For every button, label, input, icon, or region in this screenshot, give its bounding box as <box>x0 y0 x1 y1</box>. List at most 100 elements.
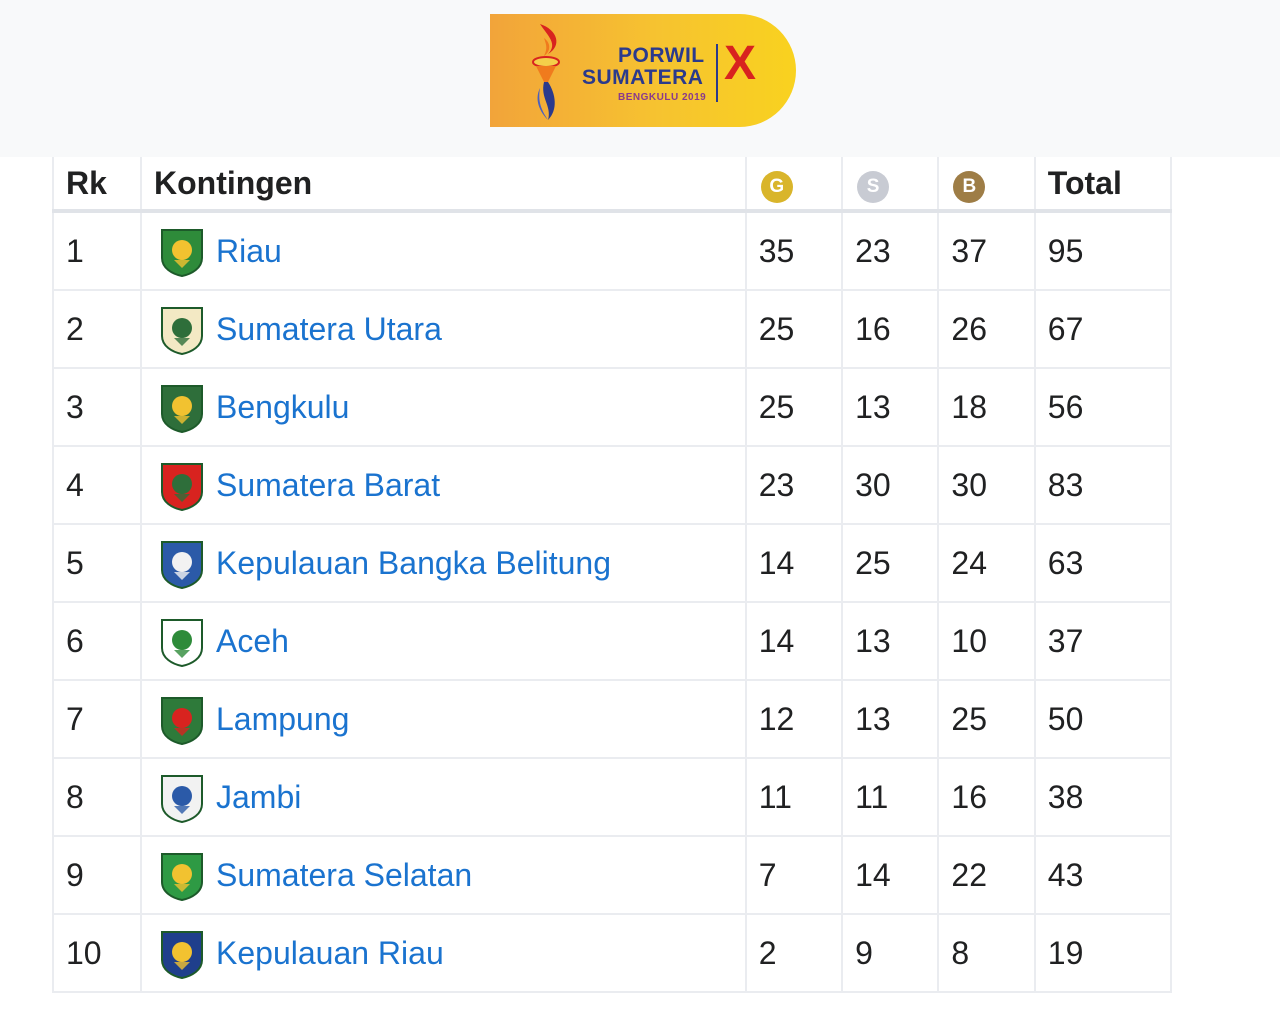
team-link[interactable]: Jambi <box>216 778 302 815</box>
team-cell-content: Sumatera Utara <box>142 302 745 356</box>
header-bronze[interactable]: B <box>937 157 1036 213</box>
total-count: 38 <box>1033 757 1173 837</box>
total-count: 50 <box>1033 679 1173 759</box>
gold-count: 14 <box>744 523 844 603</box>
total-count: 67 <box>1033 289 1173 369</box>
team-cell-content: Lampung <box>142 692 745 746</box>
team-link[interactable]: Sumatera Utara <box>216 310 442 347</box>
gold-count: 14 <box>744 601 844 681</box>
silver-count: 25 <box>841 523 940 603</box>
header-silver[interactable]: S <box>841 157 940 213</box>
bronze-count: 30 <box>937 445 1036 525</box>
silver-count: 16 <box>841 289 940 369</box>
team-cell: Riau <box>140 210 747 291</box>
team-link[interactable]: Kepulauan Bangka Belitung <box>216 544 611 581</box>
total-count: 19 <box>1033 913 1173 993</box>
team-link[interactable]: Kepulauan Riau <box>216 934 444 971</box>
crest-riau-icon <box>161 229 203 278</box>
team-cell-content: Aceh <box>142 614 745 668</box>
table-row: 8 Jambi 11 11 16 38 <box>52 757 1173 837</box>
silver-count: 14 <box>841 835 940 915</box>
gold-count: 2 <box>744 913 844 993</box>
total-count: 56 <box>1033 367 1173 447</box>
table-row: 3 Bengkulu 25 13 18 56 <box>52 367 1173 447</box>
rank-cell: 6 <box>52 601 142 681</box>
bronze-count: 25 <box>937 679 1036 759</box>
table-row: 1 Riau 35 23 37 95 <box>52 210 1173 291</box>
rank-cell: 3 <box>52 367 142 447</box>
bronze-count: 16 <box>937 757 1036 837</box>
total-count: 43 <box>1033 835 1173 915</box>
team-link[interactable]: Bengkulu <box>216 388 350 425</box>
crest-lampung-icon <box>161 697 203 746</box>
torch-logo-icon <box>532 24 560 120</box>
header-total[interactable]: Total <box>1033 157 1173 213</box>
gold-count: 12 <box>744 679 844 759</box>
team-cell: Lampung <box>140 679 747 759</box>
crest-bangka-belitung-icon <box>161 541 203 590</box>
bronze-count: 10 <box>937 601 1036 681</box>
total-count: 63 <box>1033 523 1173 603</box>
total-count: 37 <box>1033 601 1173 681</box>
porwil-banner: PORWIL SUMATERA BENGKULU 2019 X <box>490 14 796 127</box>
team-link[interactable]: Sumatera Barat <box>216 466 441 503</box>
silver-count: 9 <box>841 913 940 993</box>
banner-line3: BENGKULU 2019 <box>618 92 707 103</box>
rank-cell: 10 <box>52 913 142 993</box>
header-team[interactable]: Kontingen <box>140 157 747 213</box>
rank-cell: 7 <box>52 679 142 759</box>
total-count: 95 <box>1033 210 1173 291</box>
team-cell: Sumatera Selatan <box>140 835 747 915</box>
team-cell-content: Riau <box>142 224 745 278</box>
header-rank[interactable]: Rk <box>52 157 142 213</box>
banner-line1: PORWIL <box>618 44 705 67</box>
rank-cell: 1 <box>52 210 142 291</box>
table-row: 7 Lampung 12 13 25 50 <box>52 679 1173 759</box>
bronze-count: 26 <box>937 289 1036 369</box>
table-row: 10 Kepulauan Riau 2 9 8 19 <box>52 913 1173 993</box>
team-cell-content: Bengkulu <box>142 380 745 434</box>
team-link[interactable]: Lampung <box>216 700 350 737</box>
header-gold[interactable]: G <box>744 157 844 213</box>
team-link[interactable]: Riau <box>216 232 282 269</box>
team-cell: Kepulauan Bangka Belitung <box>140 523 747 603</box>
table-row: 6 Aceh 14 13 10 37 <box>52 601 1173 681</box>
rank-cell: 4 <box>52 445 142 525</box>
team-cell: Aceh <box>140 601 747 681</box>
medal-table-body: 1 Riau 35 23 37 95 2 Sumatera Utara 25 16 26 67 3 Ben… <box>52 210 1173 993</box>
team-cell-content: Jambi <box>142 770 745 824</box>
team-cell-content: Sumatera Barat <box>142 458 745 512</box>
crest-sumatera-selatan-icon <box>161 853 203 902</box>
bronze-count: 8 <box>937 913 1036 993</box>
banner-divider <box>716 44 718 102</box>
gold-count: 25 <box>744 367 844 447</box>
table-row: 9 Sumatera Selatan 7 14 22 43 <box>52 835 1173 915</box>
silver-count: 11 <box>841 757 940 837</box>
silver-count: 13 <box>841 679 940 759</box>
bronze-count: 24 <box>937 523 1036 603</box>
team-link[interactable]: Aceh <box>216 622 289 659</box>
crest-jambi-icon <box>161 775 203 824</box>
bronze-medal-icon: B <box>953 171 986 203</box>
team-cell: Jambi <box>140 757 747 837</box>
gold-count: 23 <box>744 445 844 525</box>
medal-table-header: Rk Kontingen G S B Total <box>52 157 1173 213</box>
silver-medal-icon: S <box>857 171 890 203</box>
gold-count: 35 <box>744 210 844 291</box>
banner-line2: SUMATERA <box>582 66 704 89</box>
rank-cell: 2 <box>52 289 142 369</box>
team-cell: Bengkulu <box>140 367 747 447</box>
team-cell: Sumatera Barat <box>140 445 747 525</box>
team-link[interactable]: Sumatera Selatan <box>216 856 473 893</box>
rank-cell: 9 <box>52 835 142 915</box>
bronze-count: 22 <box>937 835 1036 915</box>
crest-bengkulu-icon <box>161 385 203 434</box>
rank-cell: 5 <box>52 523 142 603</box>
total-count: 83 <box>1033 445 1173 525</box>
silver-count: 30 <box>841 445 940 525</box>
table-row: 4 Sumatera Barat 23 30 30 83 <box>52 445 1173 525</box>
gold-count: 25 <box>744 289 844 369</box>
crest-sumatera-utara-icon <box>161 307 203 356</box>
team-cell-content: Sumatera Selatan <box>142 848 745 902</box>
crest-sumatera-barat-icon <box>161 463 203 512</box>
